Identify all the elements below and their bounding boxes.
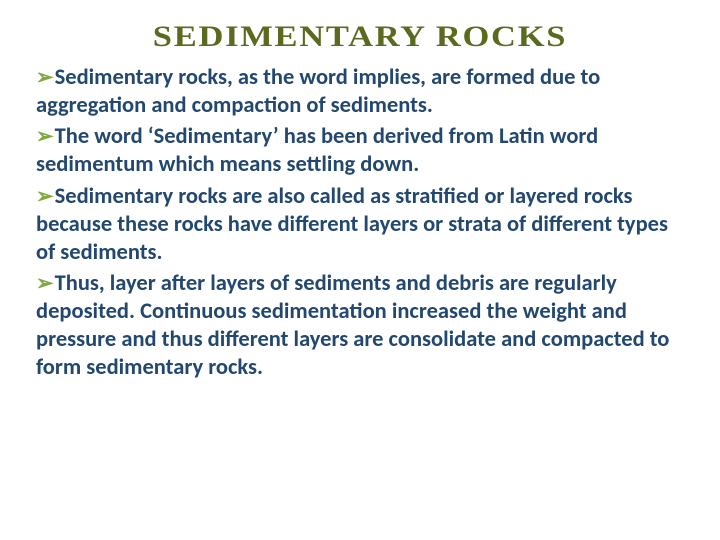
- bullet-item: ➢Sedimentary rocks are also called as st…: [36, 183, 684, 267]
- bullet-text: Sedimentary rocks are also called as str…: [36, 183, 668, 266]
- bullet-text: The word ‘Sedimentary’ has been derived …: [36, 123, 598, 178]
- bullet-arrow-icon: ➢: [36, 185, 55, 208]
- bullet-item: ➢The word ‘Sedimentary’ has been derived…: [36, 123, 684, 179]
- bullet-text: Sedimentary rocks, as the word implies, …: [36, 64, 600, 119]
- bullet-text: Thus, layer after layers of sediments an…: [36, 270, 669, 381]
- slide: SEDIMENTARY ROCKS ➢Sedimentary rocks, as…: [0, 0, 720, 540]
- slide-title: SEDIMENTARY ROCKS: [0, 20, 720, 54]
- bullet-arrow-icon: ➢: [36, 125, 55, 148]
- bullet-arrow-icon: ➢: [36, 272, 55, 295]
- bullet-item: ➢Thus, layer after layers of sediments a…: [36, 270, 684, 383]
- bullet-item: ➢Sedimentary rocks, as the word implies,…: [36, 64, 684, 120]
- bullet-arrow-icon: ➢: [36, 66, 55, 89]
